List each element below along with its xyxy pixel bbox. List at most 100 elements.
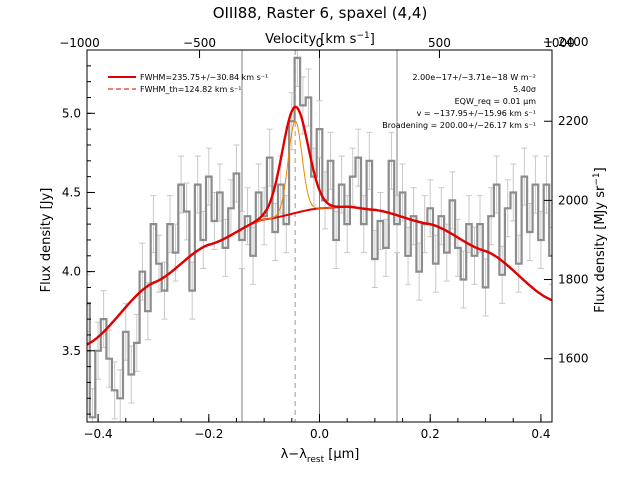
spectrum-point [202, 239, 205, 241]
y-tick-label: 5.0 [62, 106, 81, 120]
spectrum-point [396, 223, 398, 225]
spectrum-point [246, 215, 249, 218]
spectrum-point [451, 199, 454, 202]
spectrum-point [529, 231, 531, 233]
spectrum-point [130, 373, 133, 376]
spectrum-point [517, 262, 520, 265]
top-tick-label: 0 [316, 36, 324, 50]
y-tick-label: 4.0 [62, 265, 81, 279]
spectrum-point [523, 175, 526, 178]
spectrum-point [219, 191, 221, 194]
spectrum-point [418, 270, 420, 273]
model-fit [87, 105, 552, 346]
legend-fwhm-th: FWHM_th=124.82 km s⁻¹ [140, 85, 241, 94]
annotation-velocity: v = −137.95+/−15.96 km s⁻¹ [417, 109, 536, 118]
top-tick-label: −1000 [59, 36, 100, 50]
spectrum-point [113, 389, 116, 392]
spectrum-point [412, 215, 415, 218]
legend-fwhm: FWHM=235.75+/−30.84 km s⁻¹ [140, 73, 268, 82]
spectrum-point [434, 262, 437, 265]
spectrum-point [440, 215, 443, 218]
fwhm-fit-profile [87, 105, 552, 346]
spectrum-point [401, 191, 404, 194]
x-tick-label: 0.0 [310, 427, 329, 441]
spectrum-point [180, 183, 182, 186]
spectrum-point [340, 183, 343, 186]
spectrum-point [158, 262, 160, 265]
spectrum-point [346, 223, 348, 225]
spectrum-point [235, 172, 238, 175]
spectrum-point [379, 220, 382, 222]
spectrum-point [335, 239, 337, 241]
spectrum-point [506, 207, 509, 210]
spectrum-point [390, 160, 393, 162]
spectrum-point [374, 258, 376, 260]
spectrum-point [446, 251, 448, 254]
spectrum-point [274, 231, 277, 233]
spectrum-point [268, 156, 271, 159]
y-tick-label: 4.5 [62, 185, 81, 199]
spectrum-point [163, 289, 166, 292]
spectrum-point [296, 57, 299, 59]
y-axis-label: Flux density [Jy] [39, 188, 54, 293]
y-tick-label: 3.5 [62, 344, 81, 358]
spectrum-point [108, 357, 110, 360]
spectrum-point [279, 183, 282, 186]
spectrum-point [291, 120, 293, 123]
legend: FWHM=235.75+/−30.84 km s⁻¹ FWHM_th=124.8… [108, 73, 268, 94]
top-axis-label: Velocity [km s−1] [265, 31, 375, 47]
spectrum-point [285, 223, 288, 225]
spectrum-point [540, 239, 542, 241]
spectrum-point [429, 207, 432, 210]
chart-title: OIII88, Raster 6, spaxel (4,4) [213, 4, 428, 22]
x-axis-label: λ−λrest [μm] [281, 447, 360, 465]
spectrum-point [302, 104, 304, 107]
x-tick-label: −0.4 [84, 427, 113, 441]
spectrum-point [119, 397, 122, 400]
spectrum-point [169, 223, 171, 225]
spectrum-point [185, 210, 188, 213]
spectrum-point [318, 128, 321, 130]
spectrum-point [241, 239, 243, 241]
right-tick-label: 2000 [558, 193, 589, 207]
right-tick-label: 1600 [558, 352, 589, 366]
spectrum-point [457, 247, 459, 249]
right-tick-label: 1800 [558, 273, 589, 287]
annotation-flux: 2.00e−17+/−3.71e−18 W m⁻² [412, 73, 536, 82]
spectrum-point [385, 247, 387, 249]
spectrum-point [191, 289, 193, 292]
annotation-sigma: 5.40σ [513, 85, 536, 94]
right-tick-label: 2200 [558, 114, 589, 128]
spectrum-point [141, 270, 144, 273]
right-tick-label: 2400 [558, 35, 589, 49]
spectrum-point [152, 223, 155, 225]
x-tick-label: 0.4 [531, 427, 550, 441]
x-tick-label: −0.2 [194, 427, 223, 441]
spectrum-point [263, 215, 265, 218]
spectrum-point [230, 207, 232, 210]
spectrum-point [196, 183, 199, 186]
spectrum-point [102, 318, 105, 320]
spectrum-point [462, 278, 465, 281]
fit-annotations: 2.00e−17+/−3.71e−18 W m⁻² 5.40σ EQW_req … [382, 73, 536, 130]
spectrum-point [213, 220, 216, 222]
spectrum-point [357, 156, 360, 159]
spectrum-point [147, 310, 149, 312]
spectrum-point [362, 223, 365, 225]
spectrum-point [224, 247, 227, 249]
spectrum-point [534, 183, 537, 186]
spectrum-point [174, 251, 177, 254]
spectrum-point [257, 191, 260, 194]
annotation-broadening: Broadening = 200.00+/−26.17 km s⁻¹ [382, 121, 536, 130]
spectrum-point [479, 223, 481, 225]
spectrum-point [91, 416, 94, 419]
annotation-eqw: EQW_req = 0.01 μm [455, 97, 537, 106]
spectrum-point [495, 183, 498, 186]
spectrum-point [501, 273, 503, 276]
spectrum-point [351, 175, 354, 178]
spectrum-point [136, 342, 138, 344]
spectrum-point [252, 254, 254, 257]
top-tick-label: −500 [183, 36, 216, 50]
spectrum-point [124, 330, 127, 333]
